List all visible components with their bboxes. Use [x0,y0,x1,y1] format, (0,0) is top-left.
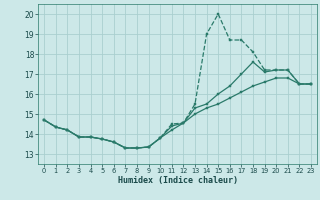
X-axis label: Humidex (Indice chaleur): Humidex (Indice chaleur) [118,176,238,185]
